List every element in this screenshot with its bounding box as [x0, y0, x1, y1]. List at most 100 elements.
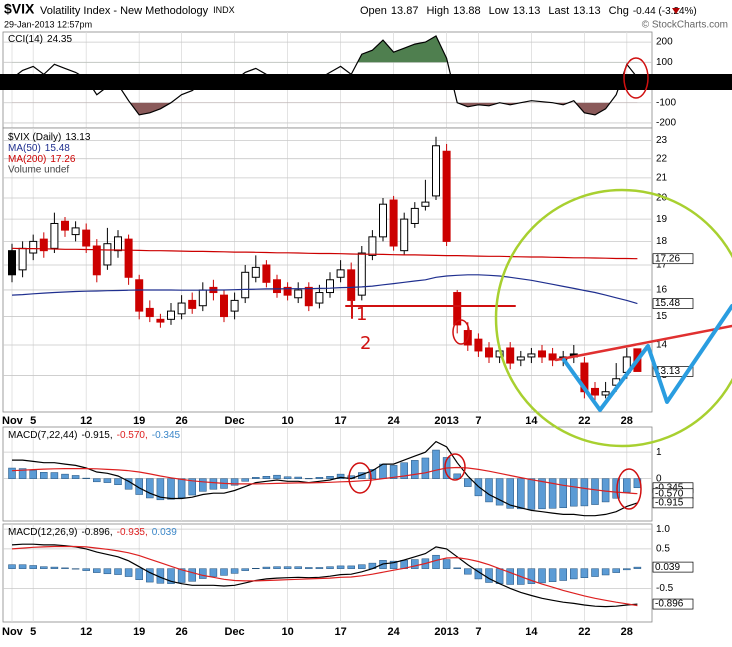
value-box: [652, 366, 694, 377]
legend-name: MA(50): [8, 143, 41, 154]
histogram-bar: [294, 566, 302, 569]
y-tick-label: 0.5: [656, 544, 670, 555]
histogram-bar: [517, 478, 525, 510]
x-tick-label: 5: [30, 626, 36, 638]
candle-body: [220, 294, 228, 318]
candle-body: [92, 245, 101, 276]
annotation: 1: [356, 304, 367, 325]
histogram-bar: [326, 566, 334, 569]
histogram-bar: [495, 478, 504, 506]
histogram-bar: [612, 478, 620, 499]
histogram-bar: [61, 567, 69, 569]
histogram-bar: [294, 476, 302, 479]
value-box-label: -0.915: [655, 498, 684, 509]
histogram-bar: [230, 568, 239, 574]
histogram-bar: [103, 478, 112, 483]
histogram-bar: [527, 478, 536, 510]
candle-body: [114, 236, 122, 252]
circle: [452, 319, 470, 345]
exchange: INDX: [213, 5, 235, 15]
x-tick-label: 14: [525, 626, 538, 638]
legend-value: 24.35: [47, 34, 72, 45]
histogram-bar: [93, 568, 101, 573]
x-tick-label: 17: [334, 626, 346, 638]
series-line: [11, 274, 638, 305]
candle-body: [304, 286, 313, 307]
y-tick-label: -0.5: [656, 583, 674, 594]
histogram-bar: [61, 473, 69, 479]
x-tick-label: 22: [578, 415, 590, 427]
histogram-bar: [453, 473, 461, 479]
x-tick-label: 10: [281, 626, 293, 638]
histogram-bar: [241, 478, 249, 482]
histogram-bar: [464, 568, 472, 575]
y-tick-label: 21: [656, 173, 668, 184]
quote: Open 13.87 High 13.88 Low 13.13 Last 13.13 Chg -0…: [360, 5, 697, 17]
legend-value: -0.570,: [117, 430, 148, 441]
histogram-bar: [273, 474, 281, 479]
histogram-bar: [40, 566, 48, 569]
x-tick-label: 7: [475, 415, 481, 427]
legend-value: -0.896,: [81, 527, 112, 538]
candle-body: [135, 279, 144, 312]
histogram-bar: [485, 568, 493, 583]
histogram-bar: [623, 478, 631, 493]
histogram-bar: [432, 554, 440, 569]
y-tick-label: 19: [656, 214, 668, 225]
x-tick-label: Nov: [2, 415, 24, 427]
quote-value: 13.13: [513, 5, 541, 17]
y-tick-label: -100: [656, 97, 676, 108]
histogram-bar: [495, 568, 504, 584]
candle-body: [357, 252, 366, 296]
histogram-bar: [273, 566, 281, 569]
value-box-label: -0.570: [655, 488, 684, 499]
histogram-bar: [559, 478, 567, 509]
histogram-bar: [82, 568, 90, 571]
x-tick-label: Dec: [225, 626, 245, 638]
histogram-bar: [209, 478, 218, 490]
legend-value: 17.26: [50, 154, 75, 165]
histogram-bar: [633, 566, 642, 569]
candle-body: [145, 307, 154, 318]
value-box: [652, 298, 694, 309]
panel-frame: [2, 127, 653, 413]
candle-body: [230, 299, 239, 312]
histogram-bar: [220, 568, 228, 576]
legend: CCI(14) 24.35: [8, 34, 72, 45]
histogram-bar: [252, 568, 260, 570]
histogram-bar: [135, 568, 143, 580]
histogram-bar: [623, 568, 631, 571]
histogram-bar: [71, 475, 80, 479]
candle-body: [400, 218, 409, 252]
value-box-label: -0.896: [655, 599, 684, 610]
value-box: [652, 561, 694, 573]
y-tick-label: 1.0: [656, 524, 670, 535]
trend-line: [554, 324, 732, 362]
value-box-label: 0.039: [655, 562, 680, 573]
y-tick-label: 15: [656, 311, 668, 322]
histogram-bar: [262, 476, 271, 479]
histogram-bar: [230, 478, 239, 486]
histogram-bar: [612, 568, 620, 573]
quote-label: Open: [360, 5, 387, 17]
candle-body: [379, 203, 387, 238]
histogram-bar: [570, 478, 578, 507]
quote-label: Low: [489, 5, 509, 17]
candle-body: [82, 229, 91, 247]
value-box: [652, 598, 694, 610]
histogram-bar: [548, 478, 557, 509]
histogram-bar: [591, 478, 599, 505]
annotation: 2: [360, 333, 371, 354]
x-tick-label: 19: [133, 626, 145, 638]
candle-body: [177, 302, 186, 315]
candle-body: [251, 266, 260, 278]
candle-body: [29, 240, 38, 254]
histogram-bar: [167, 568, 175, 584]
circle: [494, 188, 732, 448]
series-line: [11, 247, 638, 260]
header: $VIX Volatility Index - New Methodology I…: [4, 1, 728, 31]
x-tick-label: 24: [387, 626, 400, 638]
histogram-bar: [82, 477, 90, 479]
histogram-bar: [199, 478, 207, 492]
quote-label: Last: [548, 5, 569, 17]
